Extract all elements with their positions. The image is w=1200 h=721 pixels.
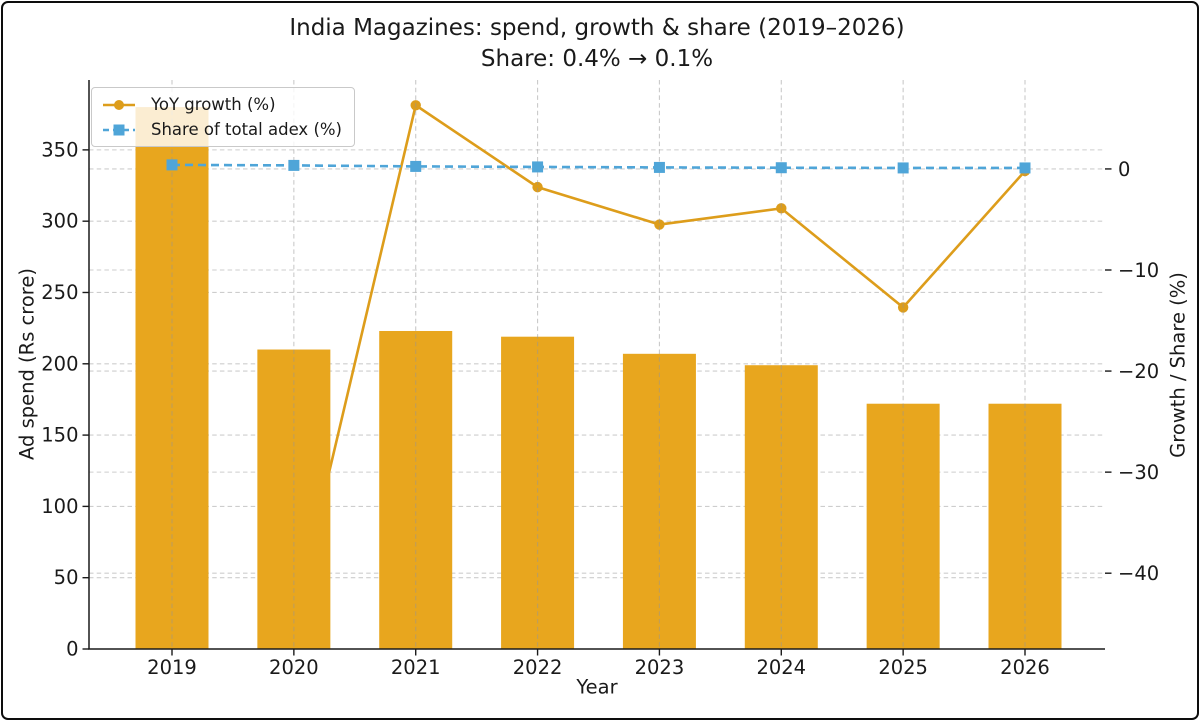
y-left-tick-label: 100 <box>41 495 78 518</box>
y-axis-label-right: Growth / Share (%) <box>1166 272 1190 458</box>
x-tick-label: 2024 <box>756 656 806 679</box>
share-point-2026 <box>1019 162 1031 174</box>
x-tick-label: 2023 <box>635 656 685 679</box>
x-tick-label: 2026 <box>1000 656 1050 679</box>
y-left-tick-label: 200 <box>41 352 78 375</box>
x-tick-label: 2025 <box>878 656 928 679</box>
x-tick-label: 2019 <box>147 656 197 679</box>
growth-point-2022 <box>532 181 543 193</box>
legend-item-share: Share of total adex (%) <box>102 117 342 142</box>
y-right-tick-label: −10 <box>1118 259 1159 282</box>
x-tick-label: 2022 <box>513 656 563 679</box>
share-point-2020 <box>288 159 300 171</box>
x-tick-label: 2020 <box>269 656 319 679</box>
y-left-tick-label: 250 <box>41 281 78 304</box>
y-right-tick-label: −40 <box>1118 562 1159 585</box>
share-point-2025 <box>897 162 909 174</box>
share-point-2021 <box>410 160 422 172</box>
growth-point-2023 <box>654 219 665 230</box>
x-tick-label: 2021 <box>391 656 441 679</box>
share-point-2019 <box>166 159 178 171</box>
dashed-line-square-marker-icon <box>102 122 136 138</box>
y-left-tick-label: 150 <box>41 424 78 447</box>
share-line <box>171 163 1025 170</box>
y-right-tick-label: 0 <box>1118 158 1130 181</box>
x-axis-label: Year <box>576 675 618 699</box>
legend-label: YoY growth (%) <box>151 95 276 114</box>
y-left-tick-label: 50 <box>54 566 79 589</box>
legend-label: Share of total adex (%) <box>151 120 342 139</box>
line-circle-marker-icon <box>102 97 136 113</box>
y-left-tick-label: 350 <box>41 138 78 161</box>
y-left-tick-label: 0 <box>66 638 78 661</box>
chart-title: India Magazines: spend, growth & share (… <box>289 15 905 41</box>
y-left-tick-label: 300 <box>41 210 78 233</box>
legend-item-yoy-growth: YoY growth (%) <box>102 92 342 117</box>
growth-point-2024 <box>776 203 787 214</box>
y-right-tick-label: −30 <box>1118 461 1159 484</box>
chart-title-block: India Magazines: spend, growth & share (… <box>89 13 1105 75</box>
share-point-2024 <box>775 162 787 174</box>
legend: YoY growth (%) Share of total adex (%) <box>91 87 355 147</box>
y-right-tick-label: −20 <box>1118 360 1159 383</box>
share-point-2022 <box>532 161 544 173</box>
chart-subtitle: Share: 0.4% → 0.1% <box>480 46 714 72</box>
y-axis-label-left: Ad spend (Rs crore) <box>15 268 39 460</box>
share-point-2023 <box>653 161 665 173</box>
